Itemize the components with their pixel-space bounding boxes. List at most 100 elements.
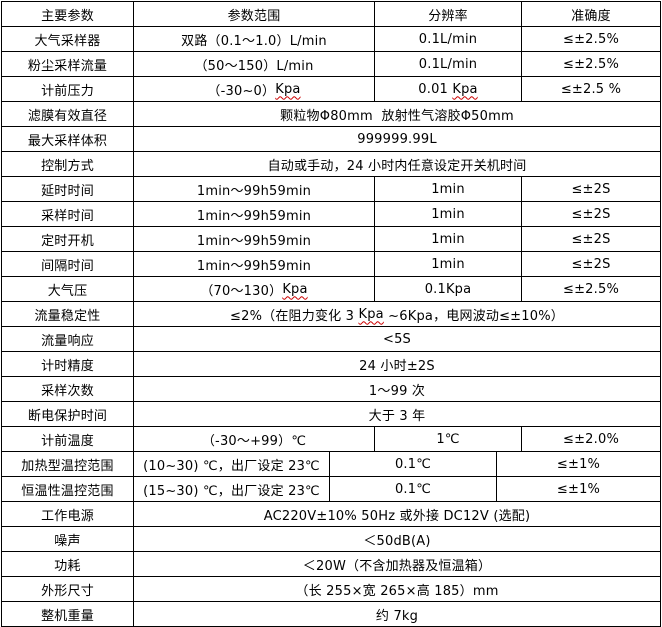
table-row: 断电保护时间 大于 3 年 bbox=[2, 402, 661, 427]
header-row: 主要参数 参数范围 分辨率 准确度 bbox=[2, 2, 661, 27]
row-6-cell-3: ≤±2S bbox=[522, 177, 661, 202]
row-10-cell-0: 大气压 bbox=[2, 277, 134, 302]
row-4-cell-0: 最大采样体积 bbox=[2, 127, 134, 152]
row-21-cell-1: ＜20W（不含加热器及恒温箱） bbox=[134, 552, 661, 577]
row-2-cell-0: 计前压力 bbox=[2, 77, 134, 102]
row-1-cell-0: 粉尘采样流量 bbox=[2, 52, 134, 77]
spellcheck-underline: Kpa bbox=[358, 306, 384, 322]
table-row: 延时时间 1min～99h59min 1min ≤±2S bbox=[2, 177, 661, 202]
header-cell-1: 参数范围 bbox=[134, 2, 375, 27]
row-10-cell-3: ≤±2.5% bbox=[522, 277, 661, 302]
row-20-cell-1: ＜50dB(A) bbox=[134, 527, 661, 552]
row-14-cell-1: 1～99 次 bbox=[134, 377, 661, 402]
row-9-cell-2: 1min bbox=[375, 252, 522, 277]
row-18-cell-1: (15~30) ℃，出厂设定 23℃ bbox=[134, 477, 330, 502]
row-0-cell-0: 大气采样器 bbox=[2, 27, 134, 52]
row-16-cell-3: ≤±2.0% bbox=[522, 427, 661, 452]
table-row: 粉尘采样流量 （50～150）L/min 0.1L/min ≤±2.5% bbox=[2, 52, 661, 77]
row-17-cell-2: 0.1℃ bbox=[330, 452, 497, 477]
row-20-cell-0: 噪声 bbox=[2, 527, 134, 552]
row-8-cell-0: 定时开机 bbox=[2, 227, 134, 252]
row-21-cell-0: 功耗 bbox=[2, 552, 134, 577]
row-16-cell-1: （-30～+99）℃ bbox=[134, 427, 375, 452]
row-5-cell-0: 控制方式 bbox=[2, 152, 134, 177]
row-16-cell-2: 1℃ bbox=[375, 427, 522, 452]
row-7-cell-1: 1min～99h59min bbox=[134, 202, 375, 227]
table-row: 采样时间 1min～99h59min 1min ≤±2S bbox=[2, 202, 661, 227]
row-6-cell-0: 延时时间 bbox=[2, 177, 134, 202]
table-row: 采样次数 1～99 次 bbox=[2, 377, 661, 402]
row-3-cell-0: 滤膜有效直径 bbox=[2, 102, 134, 127]
row-7-cell-3: ≤±2S bbox=[522, 202, 661, 227]
row-18-cell-0: 恒温性温控范围 bbox=[2, 477, 134, 502]
row-17-cell-0: 加热型温控范围 bbox=[2, 452, 134, 477]
spellcheck-underline: Kpa bbox=[275, 81, 301, 97]
table-row: 控制方式 自动或手动，24 小时内任意设定开关机时间 bbox=[2, 152, 661, 177]
table-row: 功耗 ＜20W（不含加热器及恒温箱） bbox=[2, 552, 661, 577]
spellcheck-underline: Kpa bbox=[282, 281, 308, 297]
row-22-cell-0: 外形尺寸 bbox=[2, 577, 134, 602]
row-3-cell-1: 颗粒物Φ80mm 放射性气溶胶Φ50mm bbox=[134, 102, 661, 127]
row-1-cell-2: 0.1L/min bbox=[375, 52, 522, 77]
row-13-cell-0: 计时精度 bbox=[2, 352, 134, 377]
table-row: 流量响应 <5S bbox=[2, 327, 661, 352]
table-row: 计时精度 24 小时±2S bbox=[2, 352, 661, 377]
table-row: 计前温度 （-30～+99）℃ 1℃ ≤±2.0% bbox=[2, 427, 661, 452]
row-7-cell-2: 1min bbox=[375, 202, 522, 227]
header-cell-0: 主要参数 bbox=[2, 2, 134, 27]
table-row: 间隔时间 1min～99h59min 1min ≤±2S bbox=[2, 252, 661, 277]
row-1-cell-1: （50～150）L/min bbox=[134, 52, 375, 77]
row-18-cell-3: ≤±1% bbox=[497, 477, 661, 502]
row-19-cell-1: AC220V±10% 50Hz 或外接 DC12V (选配) bbox=[134, 502, 661, 527]
spellcheck-underline: Kpa bbox=[452, 81, 478, 97]
table-row: 定时开机 1min～99h59min 1min ≤±2S bbox=[2, 227, 661, 252]
row-0-cell-1: 双路（0.1～1.0）L/min bbox=[134, 27, 375, 52]
row-15-cell-0: 断电保护时间 bbox=[2, 402, 134, 427]
row-9-cell-1: 1min～99h59min bbox=[134, 252, 375, 277]
row-14-cell-0: 采样次数 bbox=[2, 377, 134, 402]
row-4-cell-1: 999999.99L bbox=[134, 127, 661, 152]
row-6-cell-2: 1min bbox=[375, 177, 522, 202]
table-row: 恒温性温控范围 (15~30) ℃，出厂设定 23℃ 0.1℃ ≤±1% bbox=[2, 477, 661, 502]
table-row: 外形尺寸 （长 255×宽 265×高 185）mm bbox=[2, 577, 661, 602]
row-22-cell-1: （长 255×宽 265×高 185）mm bbox=[134, 577, 661, 602]
row-0-cell-2: 0.1L/min bbox=[375, 27, 522, 52]
row-23-cell-0: 整机重量 bbox=[2, 602, 134, 627]
row-11-cell-0: 流量稳定性 bbox=[2, 302, 134, 327]
row-23-cell-1: 约 7kg bbox=[134, 602, 661, 627]
row-19-cell-0: 工作电源 bbox=[2, 502, 134, 527]
row-1-cell-3: ≤±2.5% bbox=[522, 52, 661, 77]
row-16-cell-0: 计前温度 bbox=[2, 427, 134, 452]
row-11-cell-1: ≤2%（在阻力变化 3 Kpa ~6Kpa，电网波动≤±10%） bbox=[134, 302, 661, 327]
table-row: 加热型温控范围 (10~30) ℃，出厂设定 23℃ 0.1℃ ≤±1% bbox=[2, 452, 661, 477]
table-row: 最大采样体积 999999.99L bbox=[2, 127, 661, 152]
table-row: 流量稳定性 ≤2%（在阻力变化 3 Kpa ~6Kpa，电网波动≤±10%） bbox=[2, 302, 661, 327]
table-row: 整机重量约 7kg bbox=[2, 602, 661, 627]
row-10-cell-1: （70～130） Kpa bbox=[134, 277, 375, 302]
row-6-cell-1: 1min～99h59min bbox=[134, 177, 375, 202]
row-0-cell-3: ≤±2.5% bbox=[522, 27, 661, 52]
row-9-cell-3: ≤±2S bbox=[522, 252, 661, 277]
table-row: 大气采样器 双路（0.1～1.0）L/min 0.1L/min ≤±2.5% bbox=[2, 27, 661, 52]
row-12-cell-1: <5S bbox=[134, 327, 661, 352]
header-cell-3: 准确度 bbox=[522, 2, 661, 27]
table-row: 计前压力 （-30~0） Kpa 0.01 Kpa ≤±2.5 % bbox=[2, 77, 661, 102]
row-15-cell-1: 大于 3 年 bbox=[134, 402, 661, 427]
row-2-cell-3: ≤±2.5 % bbox=[522, 77, 661, 102]
row-9-cell-0: 间隔时间 bbox=[2, 252, 134, 277]
table-row: 工作电源 AC220V±10% 50Hz 或外接 DC12V (选配) bbox=[2, 502, 661, 527]
row-13-cell-1: 24 小时±2S bbox=[134, 352, 661, 377]
row-17-cell-1: (10~30) ℃，出厂设定 23℃ bbox=[134, 452, 330, 477]
header-cell-2: 分辨率 bbox=[375, 2, 522, 27]
row-7-cell-0: 采样时间 bbox=[2, 202, 134, 227]
table-row: 滤膜有效直径 颗粒物Φ80mm 放射性气溶胶Φ50mm bbox=[2, 102, 661, 127]
row-18-cell-2: 0.1℃ bbox=[330, 477, 497, 502]
row-10-cell-2: 0.1Kpa bbox=[375, 277, 522, 302]
table-row: 噪声 ＜50dB(A) bbox=[2, 527, 661, 552]
row-8-cell-3: ≤±2S bbox=[522, 227, 661, 252]
row-17-cell-3: ≤±1% bbox=[497, 452, 661, 477]
row-2-cell-2: 0.01 Kpa bbox=[375, 77, 522, 102]
table-row: 大气压 （70～130） Kpa 0.1Kpa ≤±2.5% bbox=[2, 277, 661, 302]
row-12-cell-0: 流量响应 bbox=[2, 327, 134, 352]
